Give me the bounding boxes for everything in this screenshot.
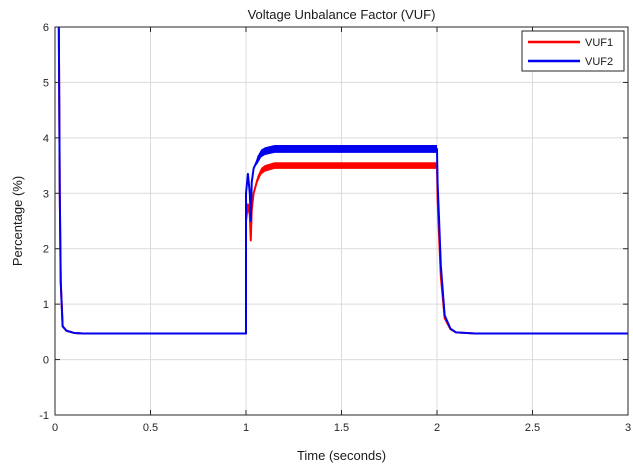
y-tick-label: 0 (43, 355, 49, 367)
x-tick-label: 2.5 (525, 422, 540, 434)
x-tick-label: 1.5 (334, 422, 349, 434)
y-tick-label: 6 (43, 22, 49, 34)
chart-title: Voltage Unbalance Factor (VUF) (248, 7, 436, 22)
x-tick-label: 2 (434, 422, 440, 434)
y-axis-label: Percentage (%) (10, 176, 25, 266)
x-tick-label: 0.5 (143, 422, 158, 434)
grid (55, 27, 628, 415)
data-layer (57, 27, 628, 335)
y-tick-label: 1 (43, 299, 49, 311)
y-tick-label: 4 (43, 133, 49, 145)
x-tick-label: 1 (243, 422, 249, 434)
y-tick-label: 5 (43, 77, 49, 89)
legend-box (521, 30, 625, 72)
y-tick-label: 2 (43, 244, 49, 256)
x-axis-label: Time (seconds) (297, 448, 386, 463)
x-tick-label: 3 (625, 422, 631, 434)
x-tick-label: 0 (52, 422, 58, 434)
legend: VUF1 VUF2 (521, 30, 625, 72)
line-vuf2 (57, 27, 628, 335)
series-vuf2 (57, 27, 628, 335)
y-tick-label: 3 (43, 188, 49, 200)
legend-label-vuf1: VUF1 (585, 37, 613, 49)
legend-label-vuf2: VUF2 (585, 56, 613, 68)
y-tick-label: -1 (39, 410, 49, 422)
